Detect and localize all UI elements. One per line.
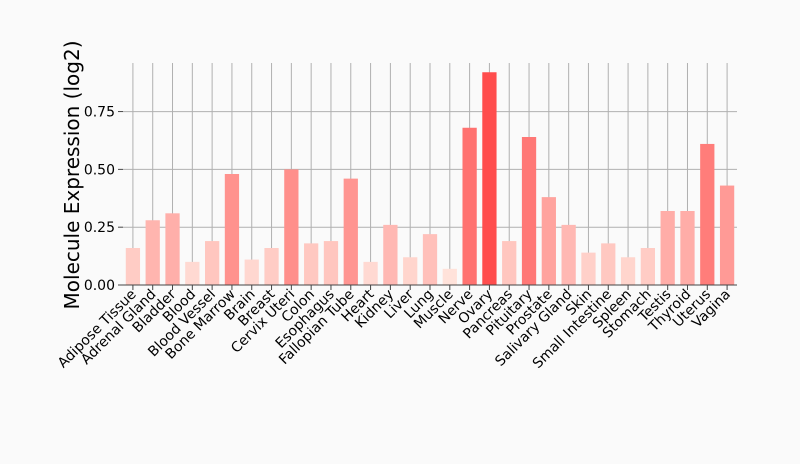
bar [323, 241, 339, 285]
bar [620, 257, 636, 285]
bar [442, 268, 457, 285]
bar [719, 185, 735, 285]
bars [125, 72, 735, 285]
bar [561, 224, 576, 285]
bar [125, 248, 141, 285]
bar [185, 261, 200, 285]
bar [165, 213, 180, 285]
bar [145, 220, 160, 285]
bar [204, 241, 220, 285]
bar [581, 252, 596, 285]
bar [304, 243, 319, 285]
bar [680, 211, 695, 285]
bar [403, 257, 418, 285]
bar [244, 259, 259, 285]
bar [660, 211, 675, 285]
bar [700, 143, 715, 285]
bar [521, 137, 537, 285]
y-tick-label: 0.25 [84, 220, 115, 236]
bar [343, 178, 358, 285]
bar [601, 243, 616, 285]
bar [422, 234, 438, 285]
bar [224, 174, 240, 285]
y-tick-label: 0.00 [84, 278, 115, 294]
bar [264, 248, 279, 285]
bar [640, 248, 656, 285]
bar [363, 261, 378, 285]
y-tick-labels: 0.00 0.25 0.50 0.75 [84, 105, 115, 294]
bar [541, 197, 556, 285]
bar [284, 169, 299, 285]
axes [118, 111, 737, 290]
y-axis-label: Molecule Expression (log2) [60, 41, 84, 310]
y-tick-label: 0.50 [84, 162, 115, 178]
bar [502, 241, 517, 285]
bar [383, 224, 398, 285]
bar [482, 72, 497, 285]
y-tick-label: 0.75 [84, 105, 115, 121]
bar [462, 127, 477, 285]
